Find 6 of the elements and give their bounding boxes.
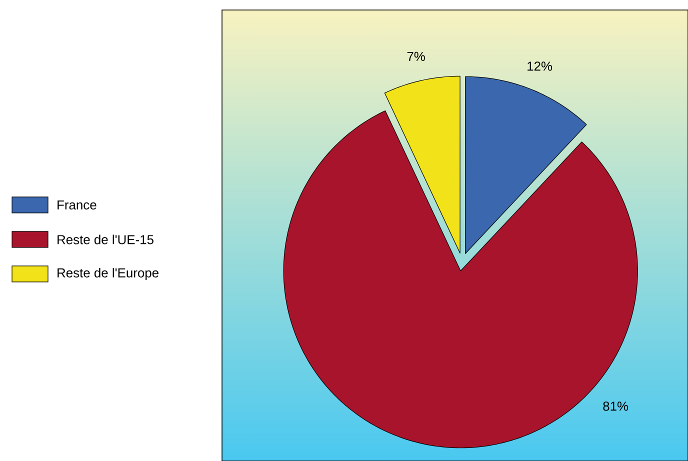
legend-label: France xyxy=(58,200,96,210)
legend-label: Reste de l'UE-15 xyxy=(58,234,154,244)
data-label: 12% xyxy=(528,62,552,71)
data-label: 7% xyxy=(407,52,425,61)
legend-label: Reste de l'Europe xyxy=(58,268,158,280)
data-label: 81% xyxy=(603,402,628,411)
